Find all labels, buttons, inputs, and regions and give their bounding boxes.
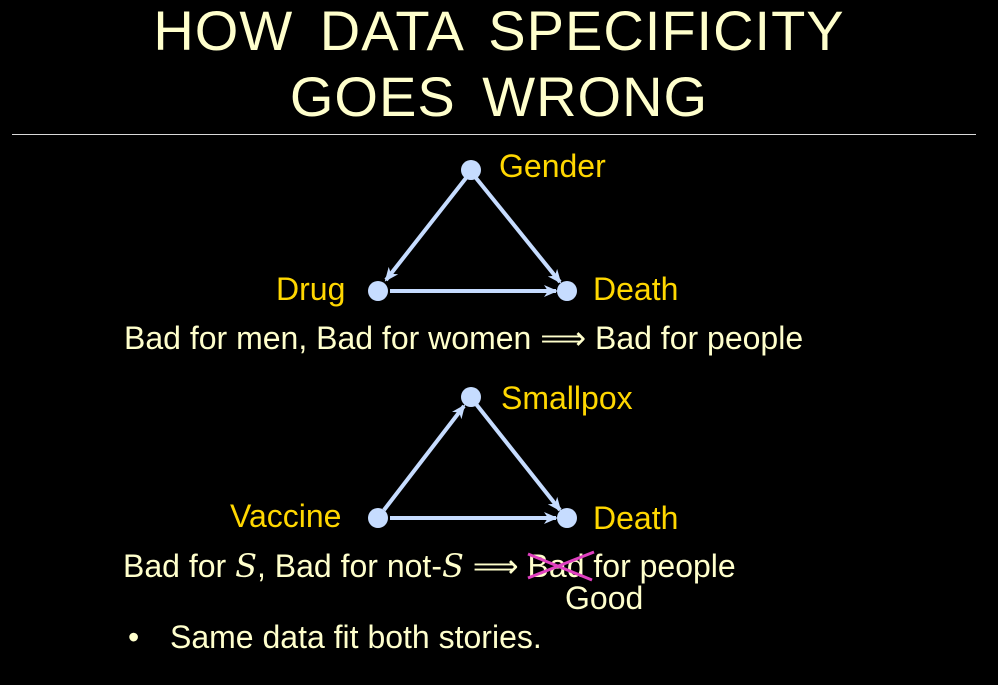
edge-gender-death xyxy=(474,176,562,284)
label-death-2: Death xyxy=(593,500,679,536)
edge-gender-drug xyxy=(384,176,468,282)
caption-part-2: , Bad for not- xyxy=(256,548,442,584)
cross-out-mark xyxy=(526,550,595,582)
correction-word: Good xyxy=(565,580,644,616)
node-death-1 xyxy=(557,281,577,301)
graph-1 xyxy=(368,160,577,301)
node-vaccine xyxy=(368,508,388,528)
edge-vaccine-smallpox xyxy=(382,404,466,512)
label-gender: Gender xyxy=(499,148,606,184)
symbol-s-negated: S xyxy=(441,547,464,585)
title-divider xyxy=(12,134,976,135)
node-gender xyxy=(461,160,481,180)
struck-word-wrapper: Bad xyxy=(526,548,595,584)
node-death-2 xyxy=(557,508,577,528)
label-smallpox: Smallpox xyxy=(501,380,633,416)
title-line-1: HOW DATA SPECIFICITY xyxy=(153,0,845,62)
bullet-marker: • xyxy=(128,619,140,655)
label-death-1: Death xyxy=(593,271,679,307)
caption-graph-1: Bad for men, Bad for women ⟹ Bad for peo… xyxy=(124,320,804,356)
implies-arrow: ⟹ xyxy=(463,548,528,584)
bullet-item: • Same data fit both stories. xyxy=(128,619,542,655)
caption-part-3: for people xyxy=(584,548,736,584)
label-vaccine: Vaccine xyxy=(230,498,342,534)
graph-2 xyxy=(368,387,577,528)
label-drug: Drug xyxy=(276,271,346,307)
bullet-text: Same data fit both stories. xyxy=(170,619,542,655)
node-drug xyxy=(368,281,388,301)
node-smallpox xyxy=(461,387,481,407)
title-line-2: GOES WRONG xyxy=(289,65,709,128)
edge-smallpox-death xyxy=(474,402,562,512)
caption-part-1: Bad for xyxy=(123,548,236,584)
symbol-s: S xyxy=(235,547,257,585)
caption-graph-2: Bad for S, Bad for not-S ⟹ Bad for peopl… xyxy=(123,548,736,584)
